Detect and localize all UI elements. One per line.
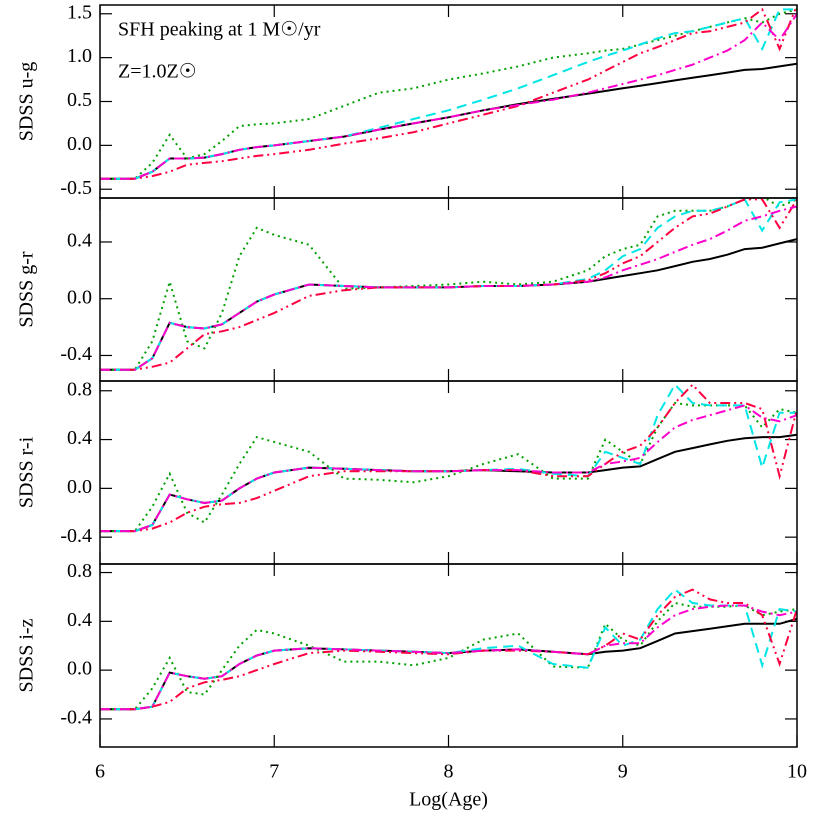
x-tick-label: 6	[95, 761, 105, 783]
y-axis-label: SDSS u-g	[16, 62, 38, 141]
series-line	[100, 62, 797, 180]
y-tick-label: 0.0	[67, 658, 92, 680]
plot-area	[100, 383, 797, 533]
y-tick-label: 1.0	[67, 45, 92, 67]
y-tick-label: 0.4	[67, 230, 92, 252]
series-line	[100, 404, 797, 533]
y-tick-label: 0.0	[67, 286, 92, 308]
y-axis-label: SDSS i-z	[16, 618, 38, 692]
x-tick-label: 8	[444, 761, 454, 783]
series-line	[100, 238, 797, 371]
y-tick-label: 0.8	[67, 560, 92, 582]
y-tick-label: 0.8	[67, 378, 92, 400]
x-tick-label: 7	[269, 761, 279, 783]
x-tick-label: 10	[787, 761, 807, 783]
x-axis-label: Log(Age)	[409, 789, 488, 811]
y-tick-label: -0.5	[60, 177, 92, 199]
panel-frame	[99, 563, 798, 748]
series-line	[100, 8, 797, 180]
series-line	[100, 433, 797, 533]
series-line	[100, 401, 797, 533]
series-line	[100, 383, 797, 533]
y-tick-label: 0.5	[67, 89, 92, 111]
series-line	[100, 5, 797, 180]
y-tick-label: 0.4	[67, 609, 92, 631]
y-tick-label: 1.5	[67, 1, 92, 23]
annotation: SFH peaking at 1 M☉/yr	[118, 19, 321, 41]
y-tick-label: -0.4	[60, 707, 92, 729]
series-line	[100, 601, 797, 711]
series-line	[100, 205, 797, 371]
plot-area	[100, 588, 797, 711]
y-tick-label: -0.4	[60, 525, 92, 547]
x-tick-label: 9	[618, 761, 628, 783]
y-axis-label: SDSS g-r	[16, 251, 38, 327]
y-axis-label: SDSS r-i	[16, 436, 38, 508]
y-tick-label: 0.0	[67, 476, 92, 498]
series-line	[100, 198, 797, 371]
plot-area	[100, 198, 797, 371]
y-tick-label: 0.4	[67, 427, 92, 449]
series-line	[100, 617, 797, 711]
series-line	[100, 588, 797, 711]
y-tick-label: 0.0	[67, 133, 92, 155]
series-line	[100, 13, 797, 180]
y-tick-label: -0.4	[60, 343, 92, 365]
series-line	[100, 604, 797, 711]
panel-frame	[99, 197, 798, 382]
series-line	[100, 383, 797, 533]
series-line	[100, 588, 797, 711]
plot-area	[100, 5, 797, 180]
panel-frame	[99, 380, 798, 565]
annotation: Z=1.0Z☉	[118, 61, 197, 83]
